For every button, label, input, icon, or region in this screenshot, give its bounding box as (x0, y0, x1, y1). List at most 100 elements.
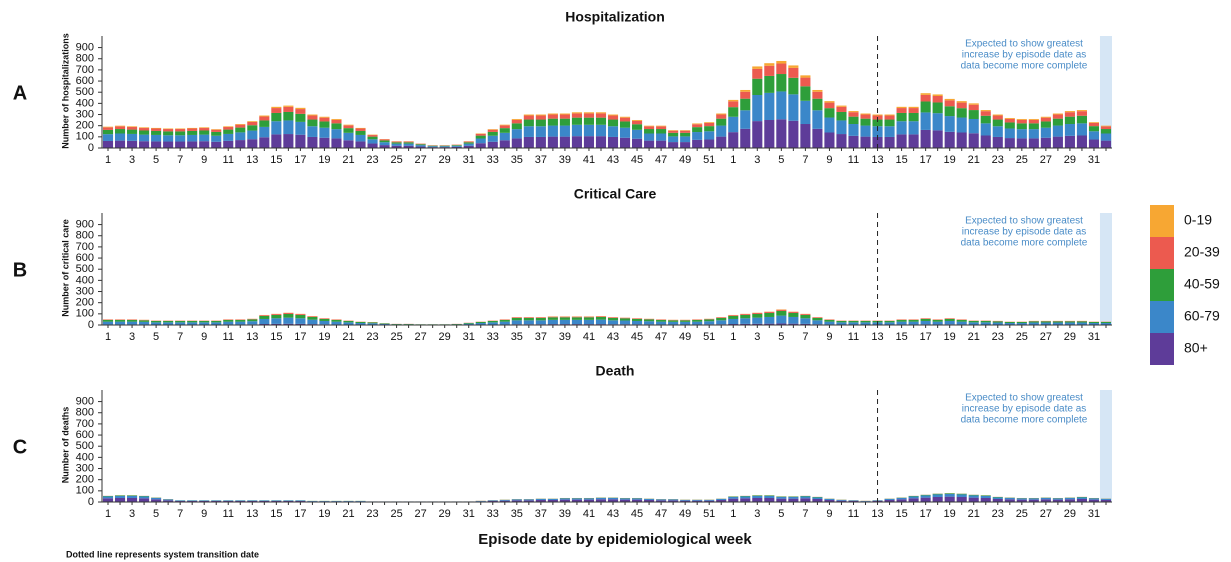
bar-segment (1028, 138, 1039, 148)
bar-segment (656, 125, 667, 127)
x-tick-label: 39 (559, 154, 571, 166)
bar-segment (379, 323, 390, 325)
bar-segment (595, 124, 607, 137)
bar-segment (427, 146, 438, 148)
bar-segment (740, 110, 751, 129)
bar-segment (595, 112, 607, 114)
bar-segment (992, 322, 1003, 325)
bar-segment (367, 136, 378, 140)
bar-segment (319, 121, 330, 128)
x-tick-label: 31 (1088, 331, 1100, 343)
bar-segment (535, 320, 546, 325)
bar-segment (415, 145, 426, 147)
incomplete-region (1099, 213, 1112, 325)
bar-segment (583, 316, 595, 318)
bar-segment (619, 137, 631, 148)
bar-segment (764, 316, 775, 324)
incomplete-region (1099, 390, 1112, 502)
legend-swatch (1150, 301, 1174, 333)
x-tick-label: 45 (631, 331, 643, 343)
x-tick-label: 15 (270, 154, 282, 166)
x-tick-label: 49 (679, 331, 691, 343)
bar-segment (836, 320, 847, 323)
bar-segment (800, 124, 811, 148)
bar-segment (644, 126, 655, 130)
bar-segment (619, 318, 631, 321)
bar-segment (1088, 126, 1100, 132)
bar-segment (283, 105, 294, 107)
bar-segment (235, 124, 246, 125)
annotation: data become more complete (961, 415, 1088, 426)
x-tick-label: 31 (1088, 508, 1100, 520)
bar-segment (740, 314, 751, 319)
x-tick-label: 21 (968, 331, 980, 343)
bar-segment (607, 115, 619, 120)
bar-segment (920, 93, 931, 95)
bar-segment (475, 138, 486, 144)
bar-segment (632, 120, 643, 125)
bar-segment (331, 118, 342, 120)
bar-segment (848, 135, 859, 148)
bar-segment (776, 309, 787, 311)
bar-segment (968, 320, 979, 323)
bar-segment (559, 499, 570, 502)
x-tick-label: 41 (583, 154, 595, 166)
bar-segment (355, 128, 366, 131)
bar-segment (860, 118, 871, 126)
x-tick-label: 47 (655, 331, 667, 343)
y-tick-label: 900 (76, 41, 94, 53)
bar-segment (487, 500, 498, 502)
bar-segment (259, 126, 270, 138)
bar-segment (307, 115, 318, 120)
bar-segment (547, 317, 558, 320)
x-tick-label: 25 (390, 154, 402, 166)
bar-segment (1052, 118, 1063, 126)
bar-segment (499, 321, 510, 325)
bar-segment (619, 499, 631, 502)
x-tick-label: 23 (366, 508, 378, 520)
bar-segment (211, 129, 222, 132)
bar-segment (307, 119, 318, 127)
x-tick-label: 21 (342, 331, 354, 343)
bar-segment (114, 495, 126, 498)
bar-segment (836, 500, 847, 502)
bar-segment (776, 315, 787, 324)
bar-segment (968, 104, 979, 111)
bar-segment (139, 496, 150, 499)
bar-segment (367, 135, 378, 137)
bar-segment (451, 146, 462, 148)
y-tick-label: 800 (76, 230, 94, 242)
x-tick-label: 29 (439, 331, 451, 343)
bar-segment (259, 315, 270, 319)
panel-letter: B (13, 259, 27, 281)
bar-segment (1028, 129, 1039, 139)
bar-segment (379, 323, 390, 324)
bar-segment (788, 312, 799, 317)
bar-segment (668, 321, 679, 325)
bar-segment (884, 119, 895, 127)
bar-segment (1028, 499, 1039, 502)
bar-segment (595, 117, 607, 125)
bar-segment (571, 136, 582, 148)
bar-segment (956, 321, 967, 325)
bar-segment (812, 89, 823, 92)
bar-segment (343, 132, 354, 141)
bar-segment (656, 321, 667, 325)
bar-segment (163, 320, 174, 323)
y-tick-label: 700 (76, 418, 94, 430)
bar-segment (571, 112, 582, 114)
bar-segment (764, 312, 775, 317)
bar-segment (151, 130, 162, 135)
bar-segment (896, 319, 907, 322)
bar-segment (944, 320, 955, 325)
bar-segment (764, 92, 775, 120)
bar-segment (644, 498, 655, 500)
bar-segment (788, 496, 799, 499)
bar-segment (800, 100, 811, 125)
x-tick-label: 45 (631, 508, 643, 520)
bar-segment (523, 317, 534, 318)
bar-segment (151, 497, 162, 500)
bar-segment (583, 499, 595, 502)
bar-segment (728, 315, 739, 316)
bar-segment (127, 495, 138, 496)
